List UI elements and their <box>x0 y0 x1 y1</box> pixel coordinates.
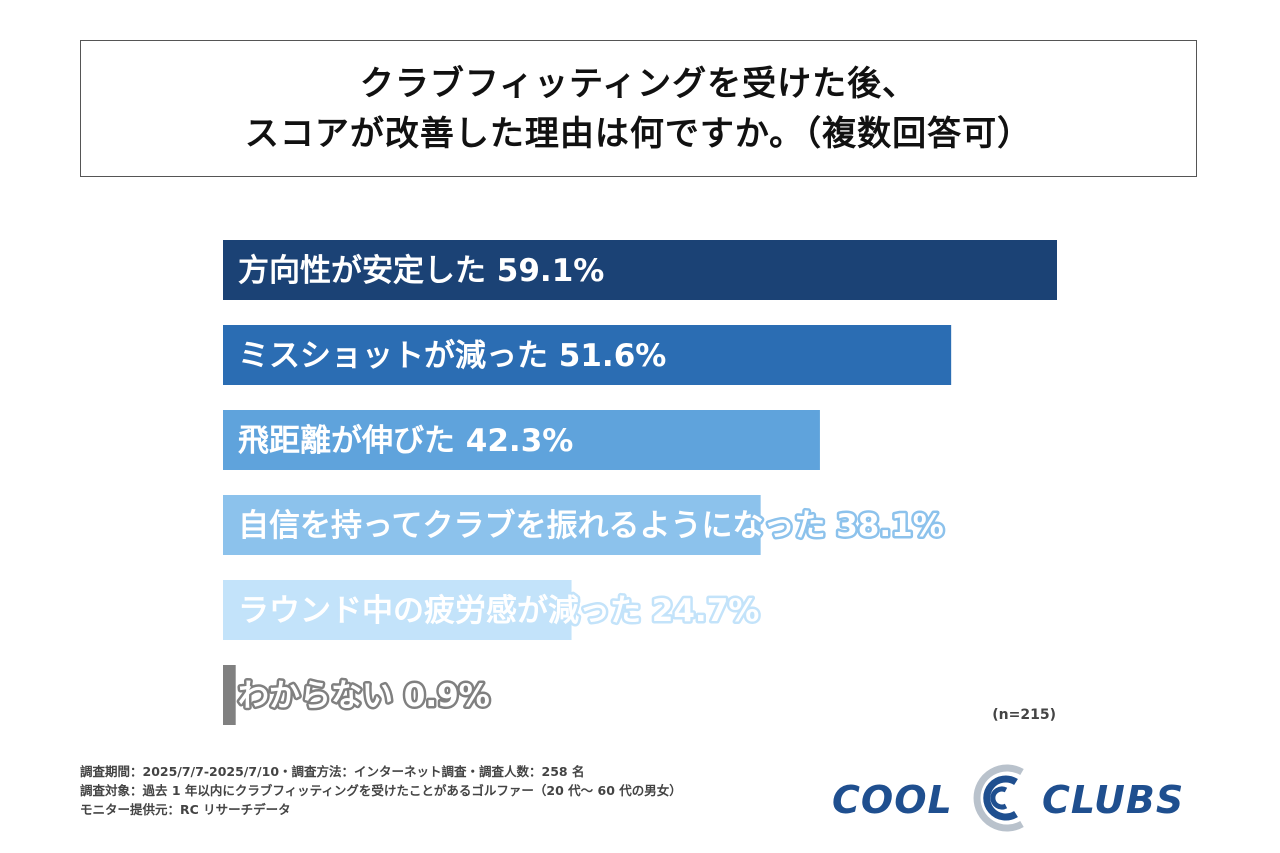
bar-label-3: 飛距離が伸びた 42.3% <box>238 423 573 459</box>
double-c-logo-icon <box>973 764 1024 832</box>
survey-note-provider: モニター提供元：RC リサーチデータ <box>80 802 291 817</box>
survey-note-period: 調査期間：2025/7/7-2025/7/10・調査方法：インターネット調査・調… <box>80 764 585 779</box>
bar-3 <box>223 410 820 470</box>
survey-notes: 調査期間：2025/7/7-2025/7/10・調査方法：インターネット調査・調… <box>80 762 682 819</box>
sample-size-label: (n=215) <box>992 707 1056 723</box>
bar-2 <box>223 325 952 385</box>
title-line-2: スコアが改善した理由は何ですか。（複数回答可） <box>244 113 1033 154</box>
survey-note-target: 調査対象：過去 1 年以内にクラブフィッティングを受けたことがあるゴルファー（2… <box>80 783 682 798</box>
logo-text-clubs: CLUBS <box>1042 778 1185 822</box>
bar-label-5: ラウンド中の疲労感が減った 24.7% <box>238 593 759 629</box>
title-box: クラブフィッティングを受けた後、 スコアが改善した理由は何ですか。（複数回答可） <box>80 40 1197 177</box>
bar-label-4: 自信を持ってクラブを振れるようになった 38.1% <box>238 508 944 544</box>
bar-4 <box>223 495 761 555</box>
bar-6 <box>223 665 236 725</box>
title-line-1: クラブフィッティングを受けた後、 <box>359 63 918 104</box>
bar-label-1: 方向性が安定した 59.1% <box>238 253 604 289</box>
bar-5 <box>223 580 572 640</box>
logo-text-cool: COOL <box>832 778 953 822</box>
cool-clubs-logo: COOL CLUBS <box>828 758 1200 838</box>
bar-label-2: ミスショットが減った 51.6% <box>238 338 666 374</box>
bar-label-6: わからない 0.9% <box>238 678 490 714</box>
bar-1 <box>223 240 1057 300</box>
